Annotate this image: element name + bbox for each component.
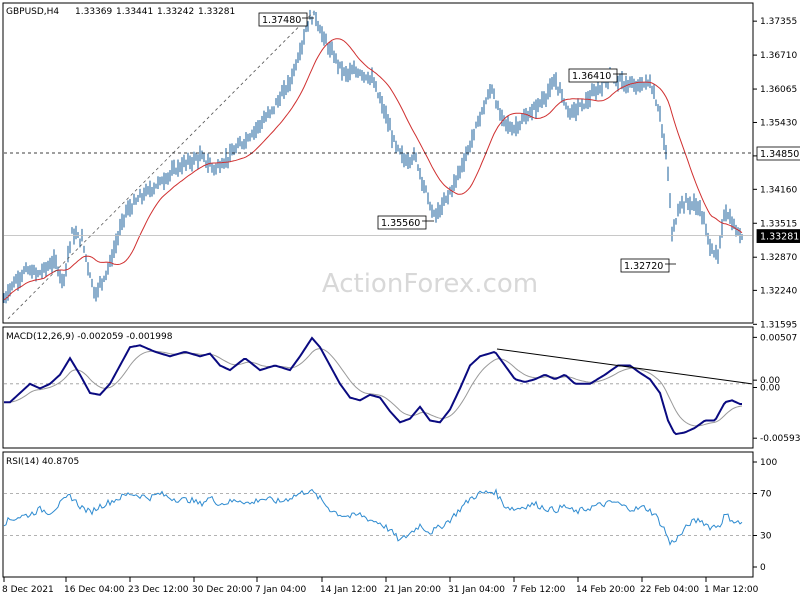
annotation-low-1-35560-box [377, 215, 427, 230]
price-layer: 1.37480 1.36410 1.35560 1.32720 1.34850 1.332… [3, 9, 800, 320]
x-tick-label: 23 Dec 12:00 [128, 585, 189, 595]
rsi-layer [3, 488, 752, 546]
macd-y-tick-label: -0.00593 [760, 434, 800, 444]
price-y-tick-label: 1.32240 [760, 286, 797, 296]
x-tick-label: 8 Dec 2021 [2, 585, 54, 595]
moving-average-line [3, 38, 743, 301]
price-y-tick-label: 1.33515 [760, 219, 797, 229]
x-tick-label: 14 Feb 20:00 [576, 585, 635, 595]
rsi-y-tick-label: 30 [760, 532, 772, 542]
x-tick-label: 16 Dec 04:00 [64, 585, 125, 595]
annotation-high-1-37480: 1.37480 [262, 15, 301, 26]
ohlc-high: 1.33441 [116, 7, 153, 17]
price-y-tick-label: 1.35430 [760, 118, 797, 128]
annotation-high-1-37480-box [258, 12, 308, 27]
price-y-tick-label: 1.32870 [760, 253, 797, 263]
macd-layer [4, 336, 753, 436]
macd-y-tick-label: 0.00 [760, 384, 780, 394]
x-tick-label: 22 Feb 04:00 [640, 585, 699, 595]
macd-y-tick-label: 0.00507 [760, 333, 797, 343]
ohlc-low: 1.33242 [157, 7, 194, 17]
annotation-high-1-36410: 1.36410 [572, 71, 611, 82]
macd-signal-line [4, 348, 743, 427]
x-tick-label: 14 Jan 12:00 [320, 585, 377, 595]
x-tick-label: 21 Jan 20:00 [384, 585, 441, 595]
x-tick-label: 31 Jan 04:00 [448, 585, 505, 595]
ohlc-close: 1.33281 [198, 7, 235, 17]
watermark: ActionForex.com [322, 269, 538, 299]
annotation-low-1-32720: 1.32720 [624, 261, 663, 272]
rsi-y-tick-label: 70 [760, 490, 772, 500]
annotation-low-1-35560: 1.35560 [381, 218, 420, 229]
rsi-line [3, 488, 743, 546]
x-tick-label: 7 Jan 04:00 [255, 585, 307, 595]
level-label-1-34850-box [756, 146, 800, 161]
price-y-tick-label: 1.36065 [760, 85, 797, 95]
rsi-panel [2, 451, 754, 578]
axis-layer: 1.373551.367101.360651.354301.347951.341… [2, 17, 800, 595]
macd-trendline [496, 348, 753, 385]
current-price-label: 1.33281 [760, 232, 799, 243]
annotation-low-1-32720-box [620, 258, 670, 273]
price-trendline [7, 12, 314, 320]
ohlc-open: 1.33369 [75, 7, 112, 17]
current-price-label-box [756, 229, 800, 243]
rsi-y-tick-label: 0 [760, 563, 766, 573]
x-tick-label: 1 Mar 12:00 [704, 585, 759, 595]
symbol-label: GBPUSD,H4 [6, 7, 59, 17]
macd-label: MACD(12,26,9) -0.002059 -0.001998 [6, 332, 173, 342]
x-tick-label: 7 Feb 12:00 [512, 585, 566, 595]
annotation-high-1-36410-box [568, 68, 618, 83]
macd-panel [2, 326, 754, 449]
rsi-y-tick-label: 100 [760, 458, 777, 468]
price-y-tick-label: 1.31595 [760, 320, 797, 330]
level-label-1-34850: 1.34850 [760, 149, 799, 160]
x-tick-label: 30 Dec 20:00 [192, 585, 253, 595]
macd-y-tick-label: 0.00 [760, 376, 780, 386]
price-y-tick-label: 1.36710 [760, 51, 797, 61]
price-y-tick-label: 1.37355 [760, 17, 797, 27]
rsi-label: RSI(14) 40.8705 [6, 457, 79, 467]
price-y-tick-label: 1.34160 [760, 185, 797, 195]
